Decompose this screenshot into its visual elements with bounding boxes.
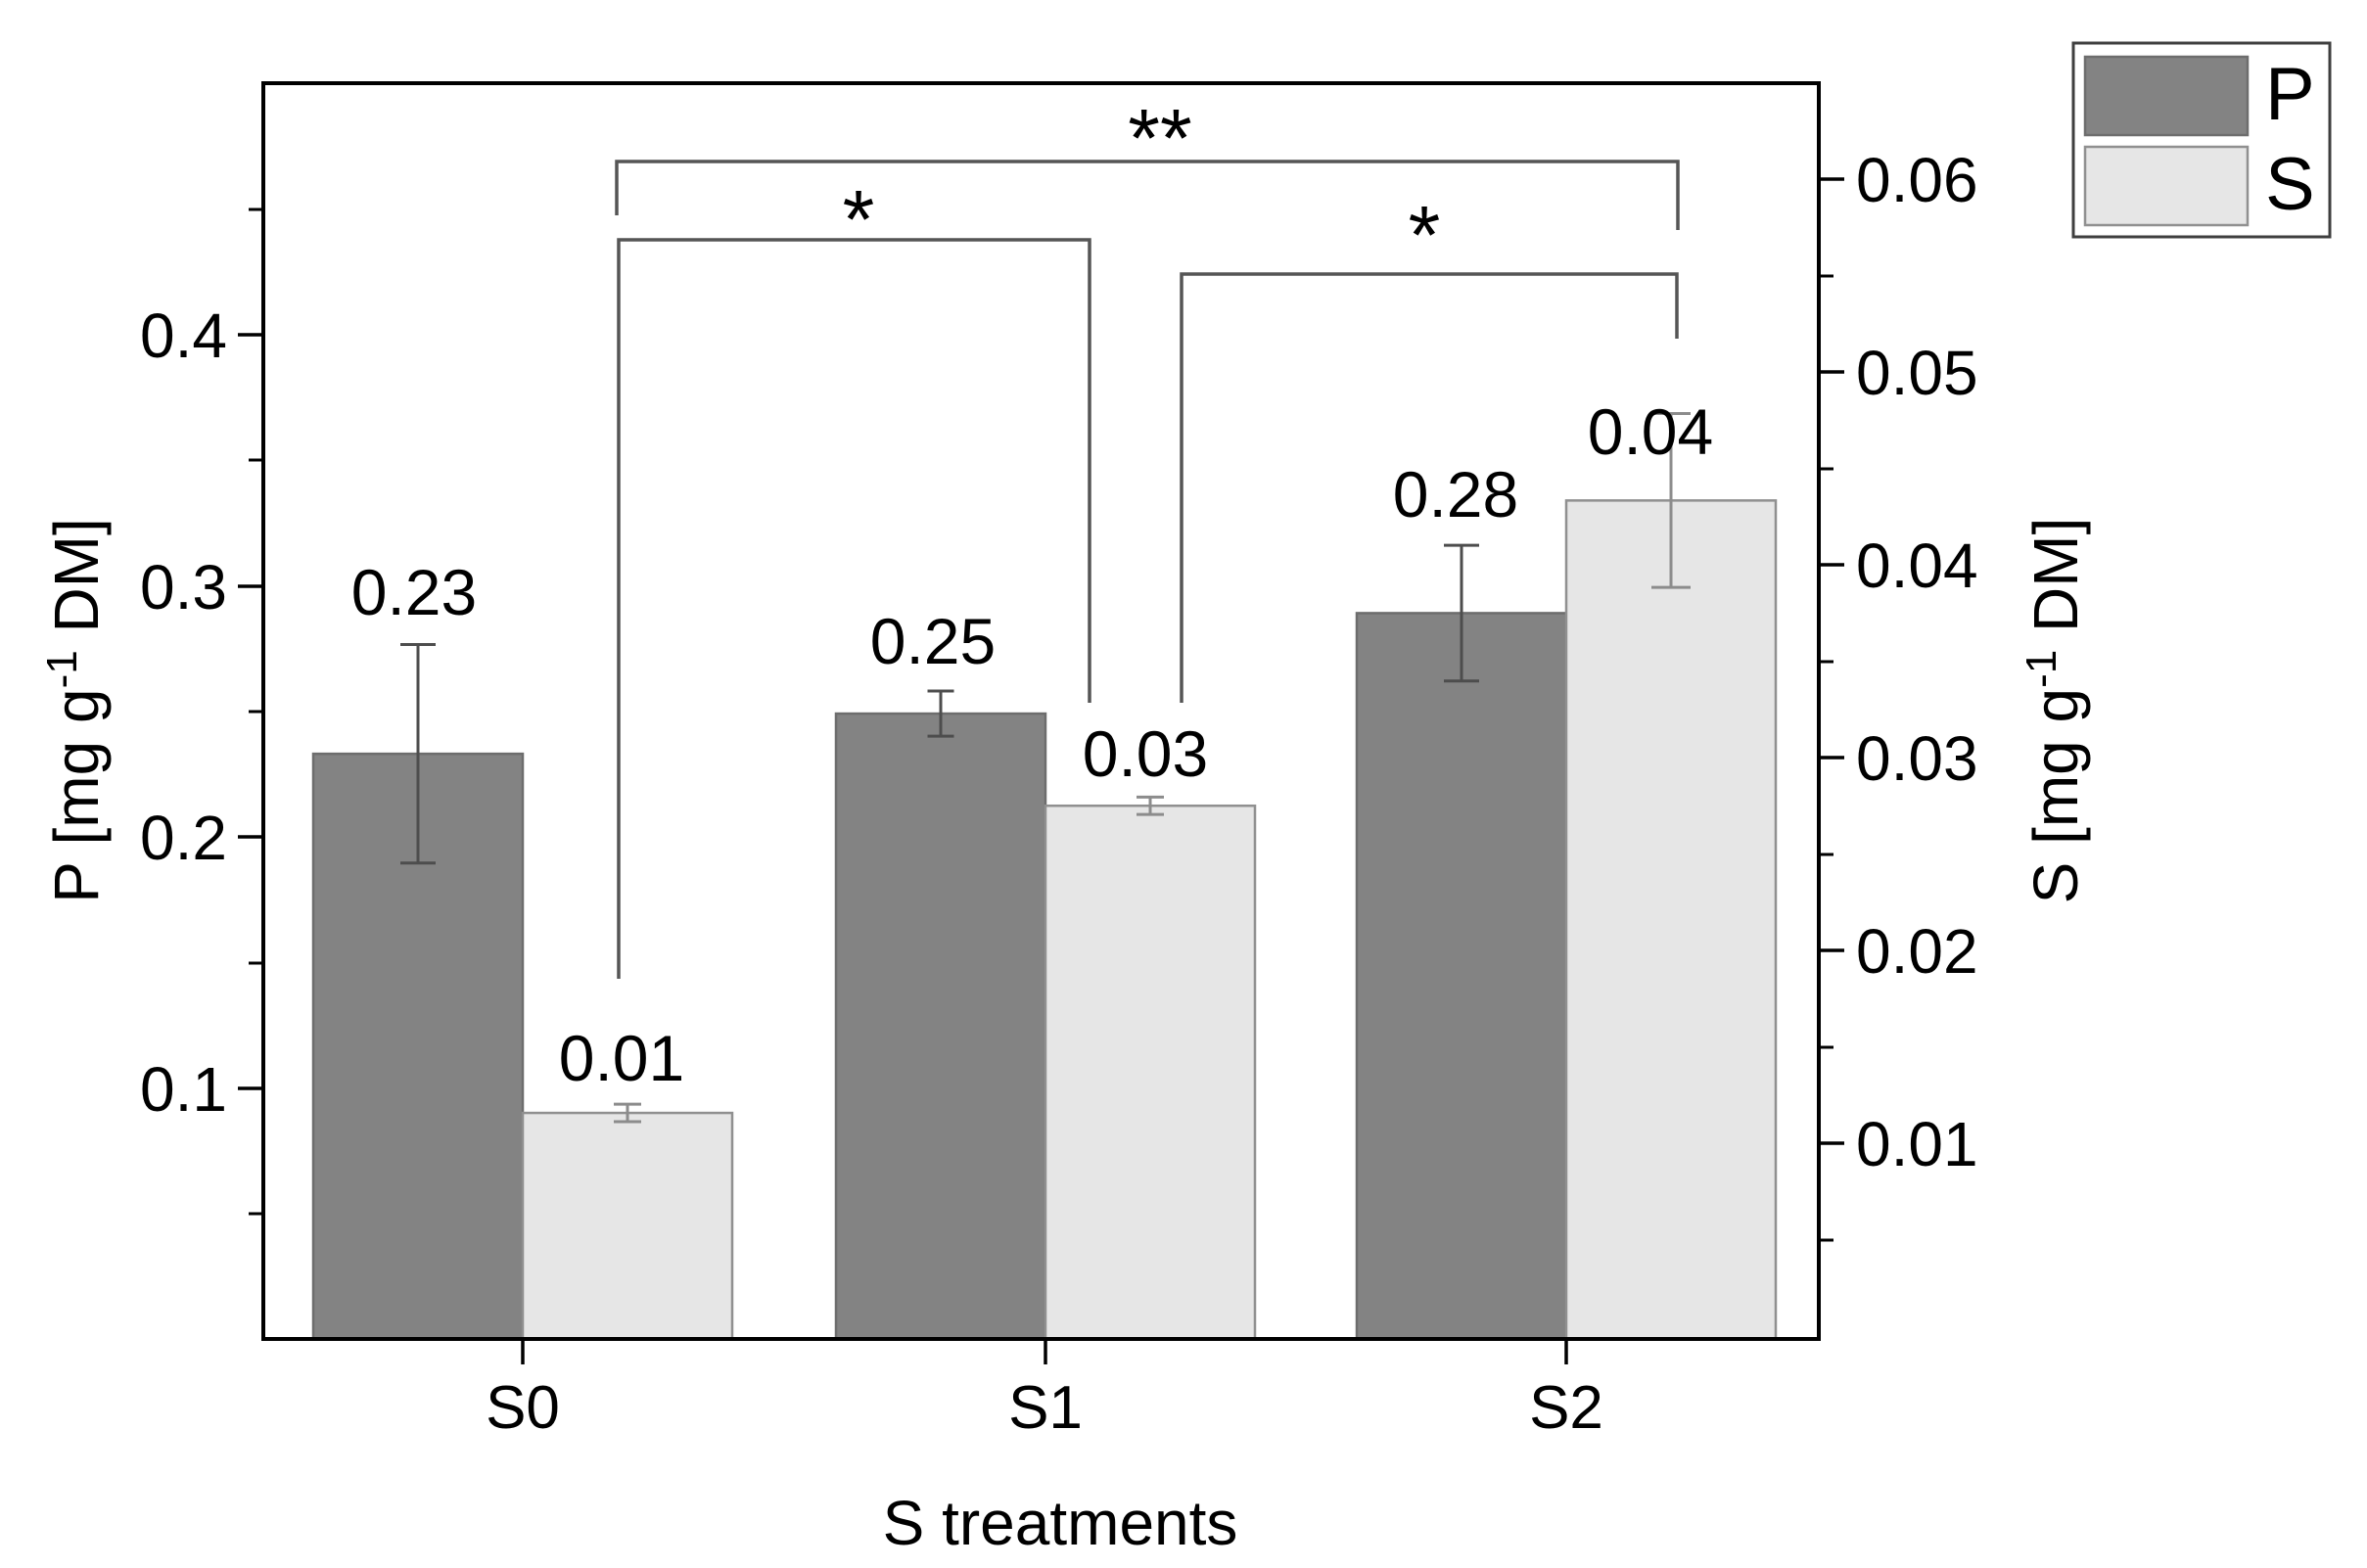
value-label-P-S0: 0.23	[351, 556, 477, 628]
axis-tick-labels-group: 0.4 0.3 0.2 0.1 0.06 0.05 0.04 0.03 0.02 0.01	[140, 145, 1978, 1179]
bar-S-S1	[1044, 804, 1257, 1341]
significance-brackets-group: *** *	[615, 92, 1680, 979]
y-left-title-text: P [mg g	[41, 688, 112, 902]
y-right-title-text-end: DM]	[2020, 518, 2091, 650]
x-category-label: S0	[486, 1374, 560, 1442]
legend-label-P: P	[2265, 53, 2315, 136]
y-left-tick-label: 0.3	[140, 552, 227, 623]
x-category-labels-group: S0 S1 S2	[486, 1374, 1603, 1442]
value-label-S-S2: 0.04	[1588, 395, 1713, 468]
bar-value-labels-group: 0.23 0.25 0.28 0.01 0.03 0.04	[351, 395, 1713, 1094]
value-label-S-S1: 0.03	[1083, 717, 1208, 790]
bar-S-S2	[1564, 499, 1778, 1341]
significance-stars-1: **	[1128, 92, 1191, 184]
y-left-tick-label: 0.2	[140, 803, 227, 873]
axis-ticks-group	[238, 177, 1844, 1364]
value-label-S-S0: 0.01	[559, 1022, 684, 1094]
significance-bracket-1	[615, 160, 1680, 230]
legend-swatch-S	[2083, 145, 2250, 227]
legend-swatch-P	[2083, 55, 2250, 137]
error-bars-group	[400, 412, 1691, 1124]
value-label-P-S2: 0.28	[1393, 458, 1518, 530]
y-left-tick-label: 0.1	[140, 1054, 227, 1125]
y-left-title-superscript: -1	[38, 650, 86, 688]
bar-P-S2	[1355, 612, 1568, 1341]
y-right-tick-label: 0.04	[1856, 530, 1978, 601]
y-right-tick-label: 0.01	[1856, 1109, 1978, 1179]
legend-items-group: PS	[2083, 53, 2315, 227]
bar-P-S1	[834, 712, 1047, 1341]
significance-bracket-3	[1180, 272, 1679, 703]
y-axis-title-right: S [mg g-1 DM]	[2018, 518, 2091, 904]
bar-S-S0	[521, 1111, 734, 1341]
x-category-label: S2	[1529, 1374, 1603, 1442]
y-right-tick-label: 0.05	[1856, 338, 1978, 408]
y-axis-title-left: P [mg g-1 DM]	[38, 518, 112, 903]
y-right-tick-label: 0.06	[1856, 145, 1978, 215]
y-right-tick-label: 0.03	[1856, 723, 1978, 794]
value-label-P-S1: 0.25	[870, 605, 996, 677]
legend-label-S: S	[2265, 143, 2315, 226]
x-category-label: S1	[1008, 1374, 1083, 1442]
bars-group	[311, 499, 1778, 1341]
significance-stars-2: *	[843, 173, 875, 265]
y-right-title-text: S [mg g	[2020, 688, 2091, 904]
x-axis-title: S treatments	[883, 1488, 1238, 1558]
y-left-title-text-end: DM]	[41, 518, 112, 650]
y-left-tick-label: 0.4	[140, 300, 227, 371]
y-right-tick-label: 0.02	[1856, 916, 1978, 987]
y-right-title-superscript: -1	[2018, 650, 2065, 688]
significance-bracket-2	[617, 238, 1091, 979]
significance-stars-3: *	[1409, 189, 1441, 281]
